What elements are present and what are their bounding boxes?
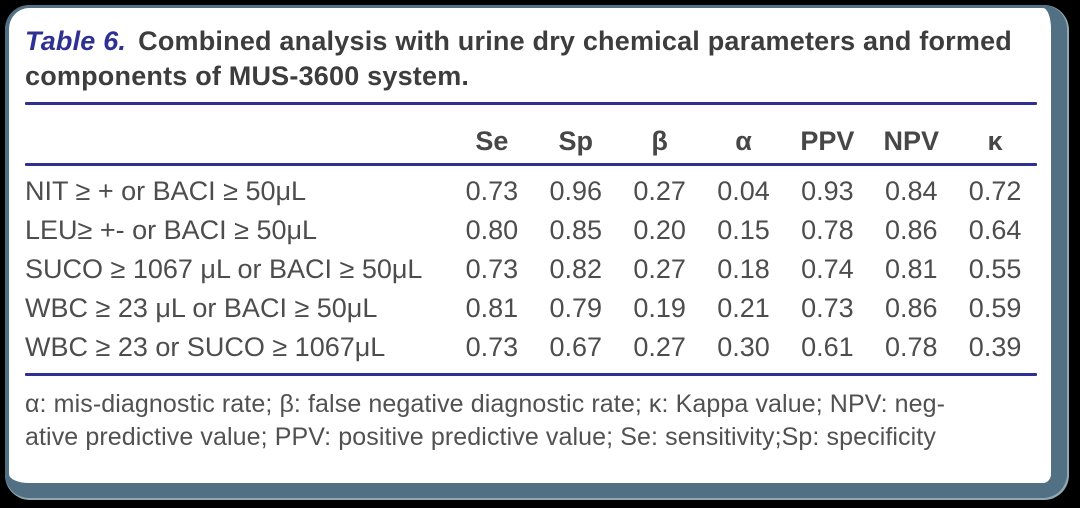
table-card: Table 6. Combined analysis with urine dry… xyxy=(5,5,1067,498)
table-row: WBC ≥ 23 μL or BACI ≥ 50μL 0.81 0.79 0.1… xyxy=(25,289,1037,328)
table-title: Table 6. Combined analysis with urine dry… xyxy=(25,24,1037,94)
column-header-sp: Sp xyxy=(558,126,594,156)
value-cell: 0.73 xyxy=(801,293,854,323)
value-cell: 0.96 xyxy=(549,176,603,206)
column-header-se: Se xyxy=(475,126,509,156)
table-row: WBC ≥ 23 or SUCO ≥ 1067μL 0.73 0.67 0.27… xyxy=(25,328,1037,367)
table-title-text: Combined analysis with urine dry chemica… xyxy=(25,26,1012,91)
table-footnote: α: mis-diagnostic rate; β: false negativ… xyxy=(25,388,1037,454)
value-cell: 0.74 xyxy=(801,254,854,284)
value-cell: 0.59 xyxy=(968,293,1022,323)
table-body: NIT ≥ + or BACI ≥ 50μL 0.73 0.96 0.27 0.… xyxy=(25,166,1037,373)
value-cell: 0.04 xyxy=(717,176,770,206)
value-cell: 0.21 xyxy=(717,293,770,323)
value-cell: 0.55 xyxy=(968,254,1022,284)
table-row: NIT ≥ + or BACI ≥ 50μL 0.73 0.96 0.27 0.… xyxy=(25,172,1037,211)
value-cell: 0.85 xyxy=(549,215,603,245)
column-header-beta: β xyxy=(651,126,668,156)
value-cell: 0.84 xyxy=(884,176,938,206)
value-cell: 0.80 xyxy=(465,215,519,245)
value-cell: 0.72 xyxy=(968,176,1022,206)
value-cell: 0.64 xyxy=(968,215,1022,245)
table-header-row: Se Sp β α PPV NPV κ xyxy=(25,119,1037,163)
value-cell: 0.61 xyxy=(801,332,854,362)
footnote-line-2: ative predictive value; PPV: positive pr… xyxy=(25,423,936,451)
table-row: SUCO ≥ 1067 μL or BACI ≥ 50μL 0.73 0.82 … xyxy=(25,250,1037,289)
value-cell: 0.93 xyxy=(801,176,854,206)
value-cell: 0.81 xyxy=(465,293,519,323)
value-cell: 0.39 xyxy=(968,332,1022,362)
value-cell: 0.78 xyxy=(884,332,938,362)
column-header-npv: NPV xyxy=(883,126,939,156)
header-divider xyxy=(25,163,1037,166)
row-label: SUCO ≥ 1067 μL or BACI ≥ 50μL xyxy=(25,254,423,284)
value-cell: 0.82 xyxy=(549,254,603,284)
row-label: LEU≥ +- or BACI ≥ 50μL xyxy=(25,215,318,245)
column-header-ppv: PPV xyxy=(800,126,855,156)
value-cell: 0.27 xyxy=(633,332,686,362)
value-cell: 0.73 xyxy=(465,332,519,362)
column-header-kappa: κ xyxy=(987,126,1003,156)
table-card-content: Table 6. Combined analysis with urine dry… xyxy=(9,8,1051,454)
value-cell: 0.67 xyxy=(549,332,603,362)
value-cell: 0.73 xyxy=(465,254,519,284)
value-cell: 0.18 xyxy=(717,254,770,284)
table-bottom-divider xyxy=(25,373,1037,376)
value-cell: 0.20 xyxy=(633,215,686,245)
row-label: WBC ≥ 23 or SUCO ≥ 1067μL xyxy=(25,332,386,362)
title-divider xyxy=(25,102,1037,105)
value-cell: 0.19 xyxy=(633,293,686,323)
value-cell: 0.15 xyxy=(717,215,770,245)
value-cell: 0.30 xyxy=(717,332,770,362)
value-cell: 0.79 xyxy=(549,293,603,323)
results-table: Se Sp β α PPV NPV κ NIT ≥ + or BACI ≥ 50… xyxy=(25,119,1037,376)
table-number-label: Table 6. xyxy=(25,26,127,56)
value-cell: 0.27 xyxy=(633,176,686,206)
value-cell: 0.86 xyxy=(884,293,938,323)
row-label: NIT ≥ + or BACI ≥ 50μL xyxy=(25,176,307,206)
value-cell: 0.86 xyxy=(884,215,938,245)
value-cell: 0.78 xyxy=(801,215,854,245)
value-cell: 0.81 xyxy=(884,254,938,284)
column-header-alpha: α xyxy=(735,126,752,156)
value-cell: 0.73 xyxy=(465,176,519,206)
footnote-line-1: α: mis-diagnostic rate; β: false negativ… xyxy=(25,390,946,418)
row-label: WBC ≥ 23 μL or BACI ≥ 50μL xyxy=(25,293,378,323)
table-row: LEU≥ +- or BACI ≥ 50μL 0.80 0.85 0.20 0.… xyxy=(25,211,1037,250)
value-cell: 0.27 xyxy=(633,254,686,284)
